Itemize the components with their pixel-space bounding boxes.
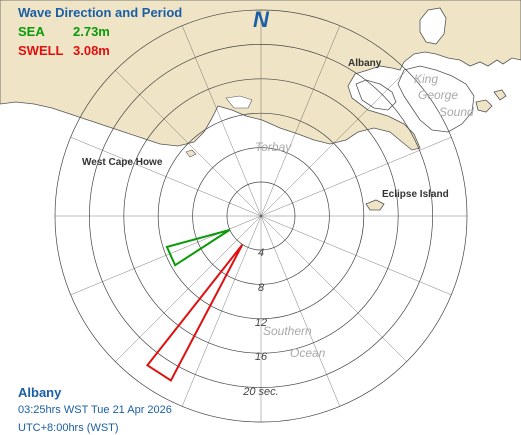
direction-spoke	[260, 215, 407, 362]
sea-label: SEA	[18, 24, 45, 39]
ring-label-16: 16	[255, 351, 268, 363]
label-torbay: Torbay	[255, 140, 292, 154]
direction-spoke	[115, 215, 262, 362]
eclipse-island-shape	[365, 199, 385, 211]
michaelmas-island	[475, 99, 493, 113]
forecast-time: 03:25hrs WST Tue 21 Apr 2026	[18, 404, 172, 416]
swell-height-value: 3.08m	[73, 43, 110, 58]
label-sound: Sound	[439, 105, 474, 119]
direction-spoke	[260, 215, 452, 296]
label-albany: Albany	[348, 58, 382, 69]
land-layer	[0, 0, 521, 211]
label-west-cape-howe: West Cape Howe	[82, 157, 163, 168]
sea-wave-arrow	[165, 229, 231, 267]
direction-spoke	[260, 215, 341, 407]
utc-offset: UTC+8:00hrs (WST)	[18, 422, 119, 434]
direction-spoke	[260, 25, 341, 217]
direction-spoke	[70, 215, 262, 296]
princess-royal-harbour	[355, 79, 397, 111]
mainland-coast	[0, 0, 521, 151]
footer: Albany 03:25hrs WST Tue 21 Apr 2026 UTC+…	[18, 385, 172, 434]
ring-label-20: 20 sec.	[242, 386, 278, 398]
label-george: George	[418, 88, 458, 102]
label-king: King	[414, 72, 438, 86]
oyster-harbour	[419, 7, 447, 45]
label-southern: Southern	[263, 324, 312, 338]
small-island-west	[185, 149, 197, 158]
direction-spoke	[115, 70, 262, 217]
breaksea-island	[493, 89, 507, 101]
page-title: Wave Direction and Period	[18, 5, 182, 20]
sea-height-value: 2.73m	[73, 24, 110, 39]
ring-label-8: 8	[258, 282, 265, 294]
ring-label-12: 12	[255, 317, 267, 329]
ring-labels: 4 8 12 16 20 sec.	[242, 247, 278, 398]
swell-label: SWELL	[18, 43, 64, 58]
place-labels: Albany West Cape Howe Eclipse Island Tor…	[82, 58, 474, 360]
label-eclipse-island: Eclipse Island	[382, 189, 449, 200]
torbay-inlet	[225, 95, 253, 109]
direction-spokes	[55, 10, 467, 422]
north-indicator: N	[253, 7, 270, 32]
location-name: Albany	[18, 385, 62, 400]
direction-spoke	[260, 70, 407, 217]
ring-label-4: 4	[258, 247, 264, 259]
swell-wave-arrow	[145, 244, 244, 382]
direction-spoke	[181, 25, 262, 217]
header: Wave Direction and Period SEA 2.73m SWEL…	[18, 5, 182, 58]
direction-spoke	[181, 215, 262, 407]
label-ocean: Ocean	[290, 346, 326, 360]
direction-spoke	[70, 136, 262, 217]
direction-spoke	[260, 136, 452, 217]
king-george-sound-water	[397, 65, 475, 133]
